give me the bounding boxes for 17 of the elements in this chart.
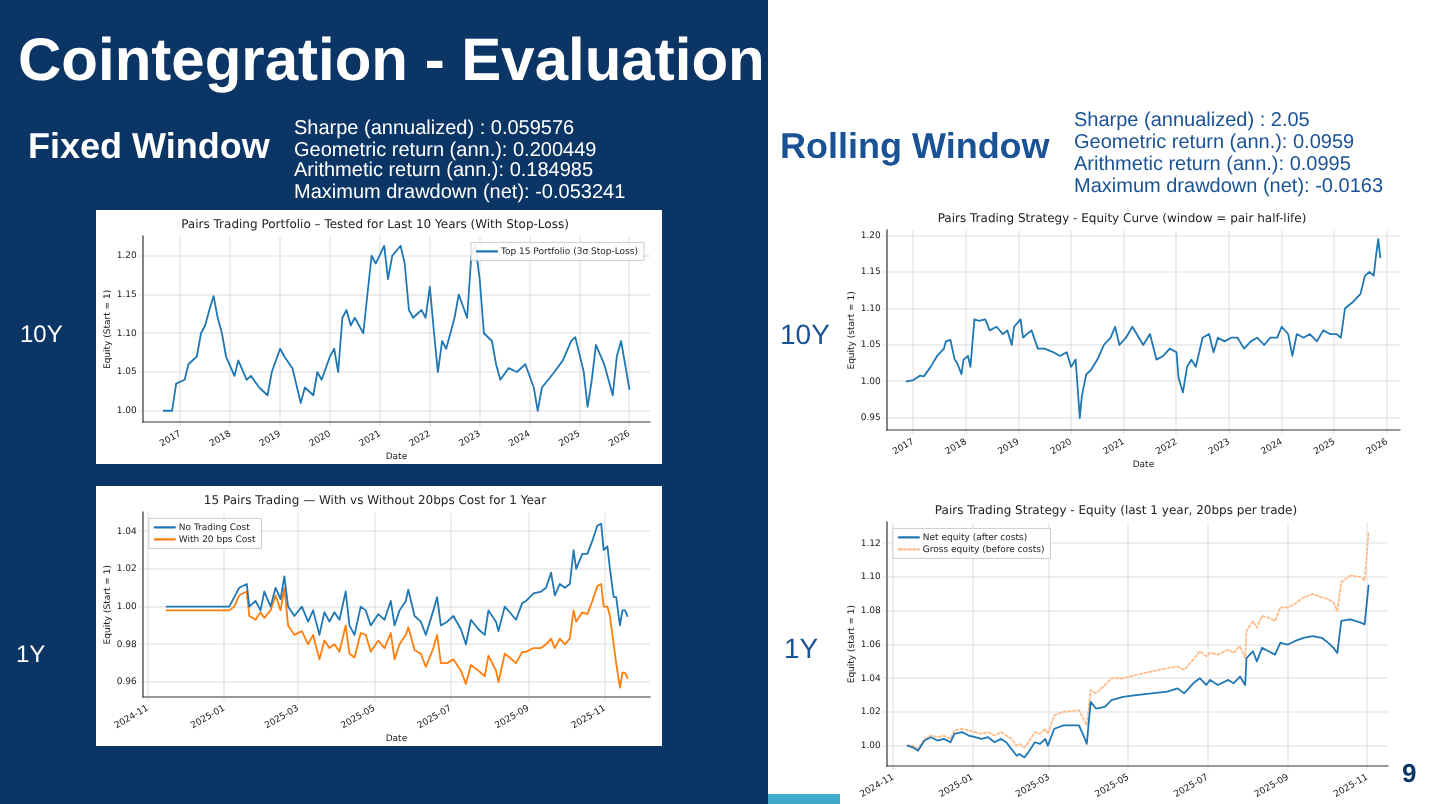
text: 10Y: [780, 318, 830, 351]
text: Sharpe (annualized) : 2.05: [1074, 110, 1310, 132]
text: Geometric return (ann.): 0.0959: [1074, 132, 1355, 154]
text: 1Y: [16, 640, 46, 669]
text: Cointegration - Evaluation: [18, 28, 765, 94]
text: 9: [1402, 758, 1417, 789]
line-series: [906, 532, 1370, 750]
text: Sharpe (annualized) : 0.059576: [294, 118, 575, 140]
text: Maximum drawdown (net): -0.0163: [1074, 176, 1384, 198]
text: Fixed Window: [28, 126, 270, 168]
text: Rolling Window: [780, 126, 1050, 168]
text: Geometric return (ann.): 0.200449: [294, 140, 597, 162]
text: Arithmetic return (ann.): 0.0995: [1074, 154, 1351, 176]
text: 10Y: [20, 320, 63, 349]
text: 1Y: [784, 632, 819, 665]
text: Arithmetic return (ann.): 0.184985: [294, 160, 594, 182]
text: Maximum drawdown (net): -0.053241: [294, 182, 626, 204]
